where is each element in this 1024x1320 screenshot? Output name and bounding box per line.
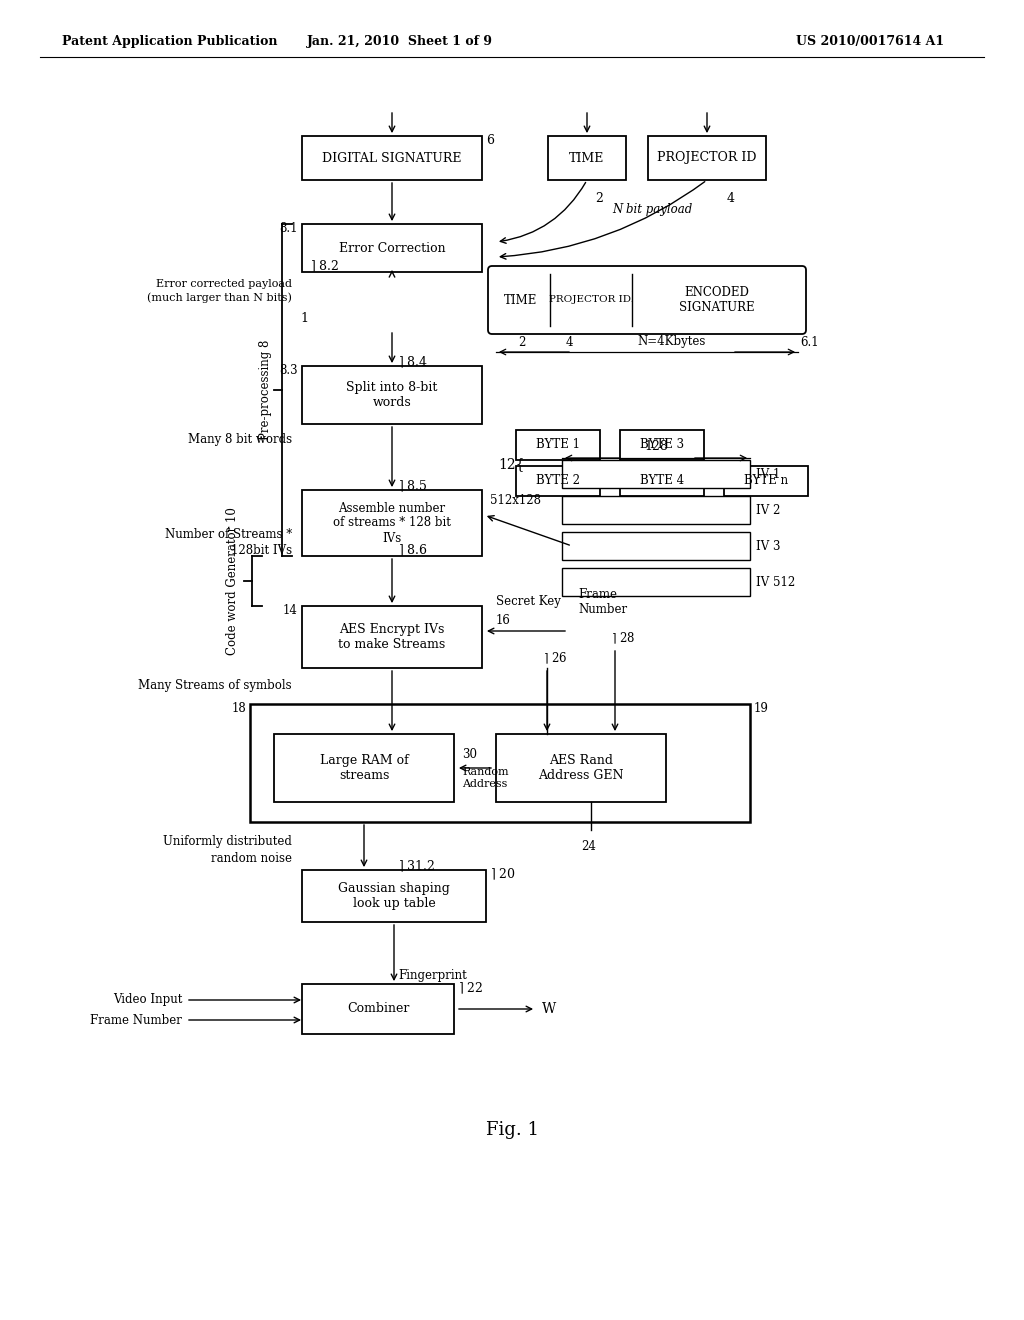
Text: $\rceil$ 22: $\rceil$ 22 [458,981,483,995]
Text: AES Rand
Address GEN: AES Rand Address GEN [539,754,624,781]
Bar [302,224,482,272]
Text: 512x128: 512x128 [490,495,541,507]
Bar [302,136,482,180]
Text: $\rceil$ 8.5: $\rceil$ 8.5 [398,478,428,494]
Text: 2: 2 [595,191,603,205]
Bar [562,459,750,488]
Text: $\rceil$ 8.6: $\rceil$ 8.6 [398,543,428,557]
Text: IV 1: IV 1 [756,467,780,480]
Text: 18: 18 [231,701,246,714]
Bar [302,490,482,556]
Bar [562,532,750,560]
Text: BYTE 2: BYTE 2 [536,474,580,487]
Text: $\rceil$ 31.2: $\rceil$ 31.2 [398,858,435,874]
Text: 128: 128 [644,440,668,453]
Text: 8.1: 8.1 [280,222,298,235]
Text: Large RAM of
streams: Large RAM of streams [319,754,409,781]
Text: $\rceil$ 26: $\rceil$ 26 [543,651,567,665]
Text: $\rceil$ 20: $\rceil$ 20 [490,866,516,882]
Bar [724,466,808,496]
Text: $\rceil$ 8.4: $\rceil$ 8.4 [398,354,428,370]
Bar [516,466,600,496]
Text: Error Correction: Error Correction [339,242,445,255]
Text: 128bit IVs: 128bit IVs [230,544,292,557]
Bar [302,366,482,424]
Bar [648,136,766,180]
Bar [562,496,750,524]
Text: 12{: 12{ [498,457,524,471]
Text: BYTE 3: BYTE 3 [640,438,684,451]
Bar [274,734,454,803]
Bar [562,568,750,597]
Text: BYTE n: BYTE n [744,474,788,487]
Text: TIME: TIME [569,152,605,165]
Text: IV 2: IV 2 [756,503,780,516]
Text: 19: 19 [754,701,769,714]
Text: random noise: random noise [211,851,292,865]
Text: 1: 1 [300,312,308,325]
Text: BYTE 4: BYTE 4 [640,474,684,487]
Text: Combiner: Combiner [347,1002,410,1015]
Bar [302,870,486,921]
Text: BYTE 1: BYTE 1 [536,438,580,451]
Text: ENCODED
SIGNATURE: ENCODED SIGNATURE [679,286,755,314]
Text: Fingerprint: Fingerprint [398,969,467,982]
Text: US 2010/0017614 A1: US 2010/0017614 A1 [796,36,944,49]
Text: 30: 30 [462,747,477,760]
Text: 6: 6 [486,133,494,147]
Text: PROJECTOR ID: PROJECTOR ID [657,152,757,165]
Text: IV 512: IV 512 [756,576,796,589]
Text: Fig. 1: Fig. 1 [485,1121,539,1139]
Text: Code word Generator 10: Code word Generator 10 [225,507,239,655]
Bar [302,983,454,1034]
Text: Many 8 bit words: Many 8 bit words [187,433,292,446]
Bar [302,606,482,668]
Text: 2: 2 [518,335,525,348]
Bar [496,734,666,803]
Text: TIME: TIME [504,293,538,306]
Bar [620,466,705,496]
Text: 4: 4 [727,191,735,205]
Text: Split into 8-bit
words: Split into 8-bit words [346,381,437,409]
Text: IV 3: IV 3 [756,540,780,553]
Text: Assemble number
of streams * 128 bit
IVs: Assemble number of streams * 128 bit IVs [333,502,451,544]
Text: 16: 16 [496,614,511,627]
Text: Gaussian shaping
look up table: Gaussian shaping look up table [338,882,450,909]
Text: 8.3: 8.3 [280,363,298,376]
Text: Frame
Number: Frame Number [578,587,627,616]
Text: (much larger than N bits): (much larger than N bits) [147,293,292,304]
Text: Random
Address: Random Address [462,767,509,789]
Text: Jan. 21, 2010  Sheet 1 of 9: Jan. 21, 2010 Sheet 1 of 9 [307,36,493,49]
Text: Frame Number: Frame Number [90,1014,182,1027]
Bar [548,136,626,180]
Text: Secret Key: Secret Key [496,595,561,609]
Text: Video Input: Video Input [113,994,182,1006]
Text: 6.1: 6.1 [800,335,818,348]
Text: 4: 4 [566,335,573,348]
FancyBboxPatch shape [488,267,806,334]
Text: DIGITAL SIGNATURE: DIGITAL SIGNATURE [323,152,462,165]
Bar [250,704,750,822]
Text: Uniformly distributed: Uniformly distributed [163,836,292,849]
Text: W: W [542,1002,556,1016]
Text: Patent Application Publication: Patent Application Publication [62,36,278,49]
Text: $\rceil$ 8.2: $\rceil$ 8.2 [310,259,339,273]
Text: Pre-processing 8: Pre-processing 8 [259,339,272,440]
Text: Error corrected payload: Error corrected payload [156,279,292,289]
Bar [620,430,705,459]
Text: 14: 14 [283,603,298,616]
Text: Number of Streams *: Number of Streams * [165,528,292,540]
Text: Many Streams of symbols: Many Streams of symbols [138,680,292,693]
Text: $\rceil$ 28: $\rceil$ 28 [611,630,636,645]
Text: N bit payload: N bit payload [612,203,692,216]
Text: 24: 24 [581,840,596,853]
Text: AES Encrypt IVs
to make Streams: AES Encrypt IVs to make Streams [338,623,445,651]
Text: N=4Kbytes: N=4Kbytes [637,335,706,348]
Bar [516,430,600,459]
Text: PROJECTOR ID.: PROJECTOR ID. [549,296,634,305]
